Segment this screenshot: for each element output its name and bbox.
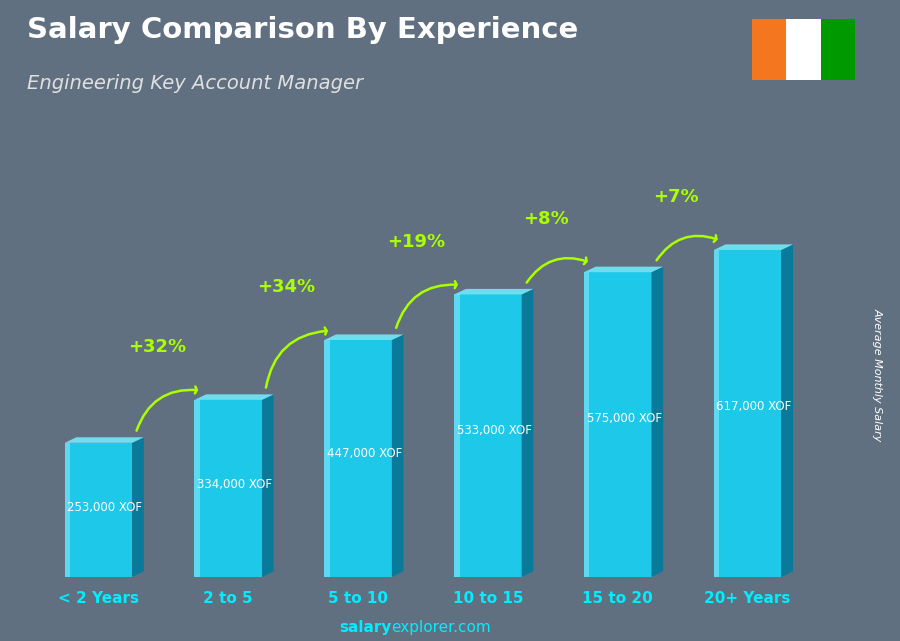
Polygon shape (454, 289, 534, 294)
FancyBboxPatch shape (194, 400, 262, 577)
Polygon shape (65, 437, 144, 443)
Text: 334,000 XOF: 334,000 XOF (197, 478, 272, 492)
FancyBboxPatch shape (714, 250, 781, 577)
Polygon shape (194, 394, 274, 400)
Polygon shape (584, 267, 663, 272)
Text: +19%: +19% (387, 233, 446, 251)
Text: 533,000 XOF: 533,000 XOF (457, 424, 532, 437)
Polygon shape (522, 289, 534, 577)
FancyBboxPatch shape (65, 443, 132, 577)
Bar (786, 19, 821, 80)
FancyBboxPatch shape (324, 340, 329, 577)
Text: 575,000 XOF: 575,000 XOF (587, 412, 662, 425)
Polygon shape (652, 267, 663, 577)
Polygon shape (781, 244, 793, 577)
Polygon shape (392, 335, 403, 577)
Polygon shape (714, 244, 793, 250)
FancyBboxPatch shape (454, 294, 522, 577)
FancyBboxPatch shape (454, 294, 460, 577)
Text: 447,000 XOF: 447,000 XOF (327, 447, 402, 460)
FancyBboxPatch shape (65, 443, 70, 577)
Text: Salary Comparison By Experience: Salary Comparison By Experience (27, 16, 578, 44)
Text: Average Monthly Salary: Average Monthly Salary (872, 308, 883, 442)
Bar (821, 19, 855, 80)
Polygon shape (132, 437, 144, 577)
FancyBboxPatch shape (584, 272, 652, 577)
Text: 253,000 XOF: 253,000 XOF (68, 501, 142, 513)
Text: explorer.com: explorer.com (392, 620, 491, 635)
FancyBboxPatch shape (584, 272, 590, 577)
Text: +32%: +32% (128, 338, 186, 356)
Text: 617,000 XOF: 617,000 XOF (716, 401, 792, 413)
FancyBboxPatch shape (194, 400, 200, 577)
Polygon shape (262, 394, 274, 577)
Polygon shape (324, 335, 403, 340)
Text: salary: salary (339, 620, 392, 635)
FancyBboxPatch shape (324, 340, 392, 577)
Text: +8%: +8% (524, 210, 569, 228)
Text: Engineering Key Account Manager: Engineering Key Account Manager (27, 74, 363, 93)
Text: +7%: +7% (653, 188, 699, 206)
Text: +34%: +34% (257, 278, 316, 296)
FancyBboxPatch shape (714, 250, 719, 577)
Bar (752, 19, 786, 80)
